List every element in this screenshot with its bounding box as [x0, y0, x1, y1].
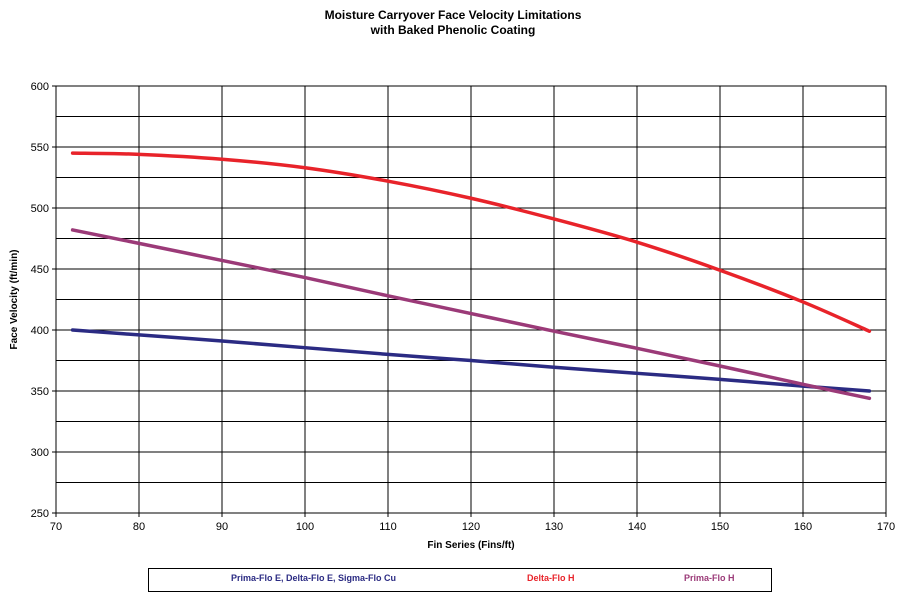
x-axis-ticks: 70 80 90 100 110 120 130 140 150 160 170 — [50, 513, 895, 533]
x-tick-label: 130 — [545, 521, 563, 533]
series-lines — [70, 151, 872, 401]
legend-item-series-3: Prima-Flo H — [684, 573, 735, 583]
series-line-1 — [70, 328, 872, 393]
legend: Prima-Flo E, Delta-Flo E, Sigma-Flo Cu D… — [148, 568, 772, 592]
y-tick-label: 500 — [31, 203, 49, 215]
x-tick-label: 90 — [216, 521, 228, 533]
x-tick-label: 70 — [50, 521, 62, 533]
y-axis-ticks: 250 300 350 400 450 500 550 600 — [31, 81, 56, 520]
vertical-gridlines — [138, 86, 804, 513]
x-tick-label: 80 — [133, 521, 145, 533]
legend-item-series-2: Delta-Flo H — [527, 573, 575, 583]
y-tick-label: 250 — [31, 508, 49, 520]
y-tick-label: 350 — [31, 386, 49, 398]
y-tick-label: 550 — [31, 142, 49, 154]
x-tick-label: 160 — [794, 521, 812, 533]
y-tick-label: 450 — [31, 264, 49, 276]
x-tick-label: 100 — [296, 521, 314, 533]
x-tick-label: 150 — [711, 521, 729, 533]
x-tick-label: 170 — [877, 521, 895, 533]
legend-item-series-1: Prima-Flo E, Delta-Flo E, Sigma-Flo Cu — [231, 573, 397, 583]
series-line-3 — [70, 228, 872, 401]
series-line-2 — [70, 151, 872, 333]
y-tick-label: 600 — [31, 81, 49, 93]
x-axis-title: Fin Series (Fins/ft) — [427, 540, 514, 551]
chart-title-block: Moisture Carryover Face Velocity Limitat… — [0, 8, 906, 38]
y-tick-label: 300 — [31, 447, 49, 459]
x-tick-label: 120 — [462, 521, 480, 533]
chart-title: Moisture Carryover Face Velocity Limitat… — [324, 8, 582, 22]
chart-subtitle: with Baked Phenolic Coating — [370, 23, 536, 37]
y-axis-title: Face Velocity (ft/min) — [9, 249, 20, 349]
x-tick-label: 140 — [628, 521, 646, 533]
x-tick-label: 110 — [379, 521, 397, 533]
y-tick-label: 400 — [31, 325, 49, 337]
